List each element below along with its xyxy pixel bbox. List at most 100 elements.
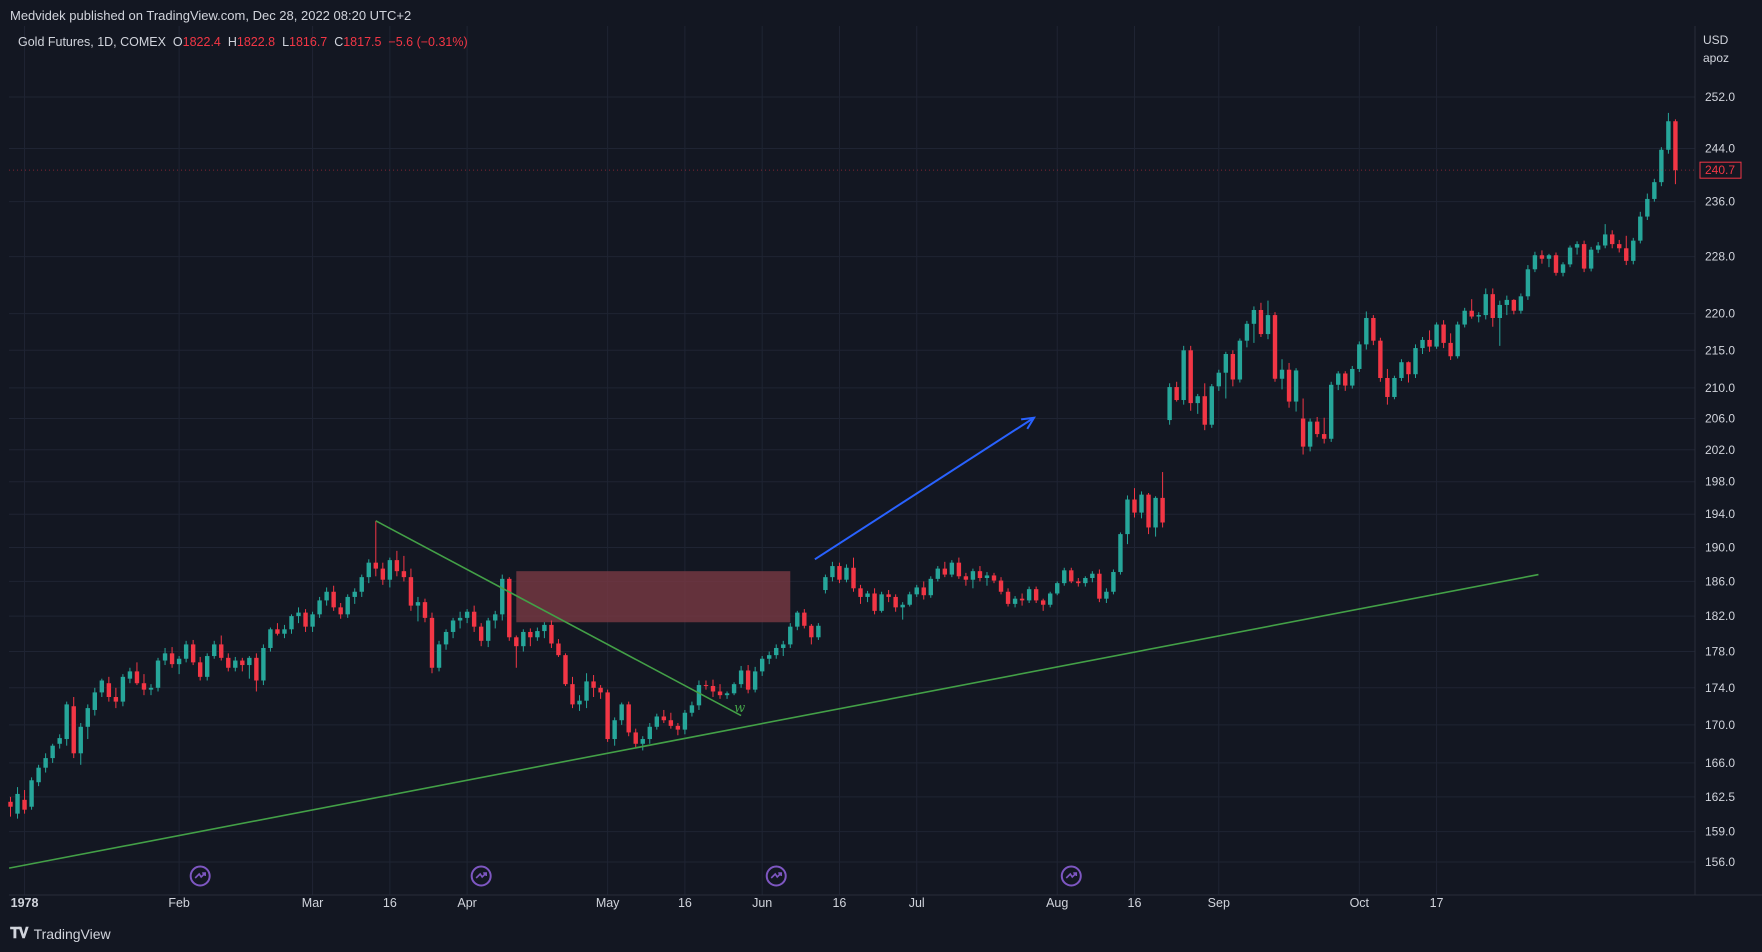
candle [591,675,596,698]
candle-body [324,591,329,601]
x-tick-label: 16 [678,896,692,910]
x-tick-label: 1978 [11,896,39,910]
x-tick-label: Feb [168,896,190,910]
arrow-shaft[interactable] [814,416,1035,561]
candle [275,623,280,636]
candle-body [113,697,119,702]
candle-body [331,591,336,608]
y-tick-label: 186.0 [1705,574,1735,588]
candle [296,607,301,624]
candle-body [1076,581,1081,584]
candle [1427,330,1432,352]
candle-body [486,620,491,641]
candle-body [1469,310,1474,317]
trendline-ascending[interactable] [8,573,1539,869]
candle [556,639,561,657]
candle [689,701,695,717]
candle-body [1378,340,1383,378]
candle-body [493,614,498,621]
candle-body [1581,244,1587,269]
candle [486,617,491,648]
price-chart[interactable]: w 156.0 159.0 162.5 166.0 170.0 174.0 178.0 182… [0,0,1762,925]
candle [212,640,217,659]
candle-body [422,602,428,618]
event-marker-icon[interactable] [765,865,787,887]
candle [254,653,259,692]
candle-body [886,594,891,597]
candle [1251,306,1257,343]
candle-body [738,670,744,685]
candle [1118,532,1123,575]
event-marker-icon[interactable] [470,865,492,887]
candle-body [809,625,814,638]
candle [247,656,252,679]
footer-brand[interactable]: 𝐓𝐕 TradingView [10,925,111,942]
candle [633,728,638,748]
candle [464,609,470,624]
candle [1504,295,1510,316]
arrow-head[interactable] [1021,416,1036,430]
candle [1314,416,1320,438]
candle [907,591,912,607]
candle-body [1300,418,1306,447]
candle [612,717,617,746]
candle [233,656,238,672]
candle-body [1399,362,1404,378]
event-marker-icon[interactable] [189,865,211,887]
y-tick-label: 178.0 [1705,645,1735,659]
candle-body [563,655,568,685]
candle [605,689,610,742]
candle [1160,472,1165,528]
candle-body [387,560,393,580]
candle-body [752,671,758,690]
candle [1153,496,1158,537]
symbol-name[interactable]: Gold Futures, 1D, COMEX [18,35,166,49]
candle [64,701,69,746]
drawings[interactable]: w [8,416,1539,869]
candle-body [1497,304,1502,318]
candle [1581,240,1587,273]
candle-body [977,571,983,578]
candle [935,566,940,582]
candle [1574,241,1580,255]
candle-body [612,720,617,740]
candle [1329,381,1334,442]
candle [450,617,456,639]
candle-body [1111,572,1116,592]
candle [1286,362,1292,408]
candle-body [1588,249,1594,269]
candle-body [247,657,252,666]
last-price-badge: 240.7 [9,161,1742,179]
candle [1659,147,1664,187]
candle-body [872,593,877,611]
candle [85,704,90,740]
candle [345,594,350,618]
open-value: 1822.4 [182,35,221,49]
event-marker-icon[interactable] [1060,865,1082,887]
candle-body [183,644,189,659]
candle-body [1476,315,1481,317]
candle-body [1188,350,1193,404]
candle-body [844,567,849,580]
candle [1083,576,1088,587]
candle-body [767,655,772,659]
event-markers[interactable] [189,865,1082,887]
candle [240,657,245,672]
candle-body [1167,387,1172,421]
candle [970,568,976,589]
candle [717,684,723,699]
candle-body [197,662,203,677]
candle-body [1602,234,1608,246]
candle-body [366,562,371,578]
zone-rect[interactable] [516,571,791,623]
supply-zone[interactable] [516,571,791,623]
candle [816,623,821,640]
trendline-descending[interactable] [375,520,742,717]
candle [71,697,76,759]
x-tick-label: 16 [1128,896,1142,910]
candle-body [450,620,456,632]
candle-body [99,680,105,693]
candle-body [1385,377,1390,397]
candle-body [148,687,154,690]
candle-body [682,712,688,730]
